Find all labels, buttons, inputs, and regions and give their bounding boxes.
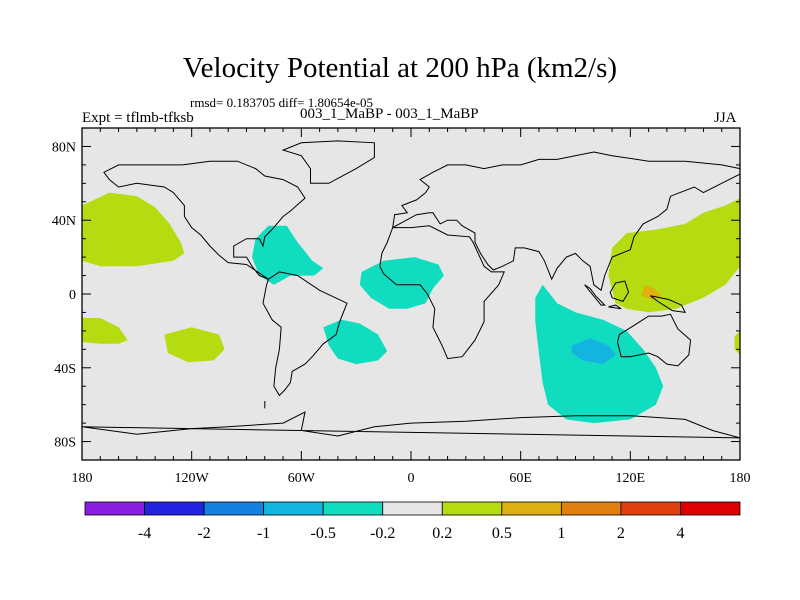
contour-region-tropical-atlantic-negative — [359, 257, 444, 309]
coastline-10 — [82, 411, 740, 439]
x-tick-label: 60W — [288, 471, 316, 486]
colorbar-label: 1 — [557, 525, 565, 542]
y-tick-label: 0 — [69, 288, 76, 303]
contour-region-north-pacific-positive — [82, 192, 185, 267]
experiment-label: Expt = tflmb-tfksb — [82, 110, 194, 126]
coastline-5 — [616, 313, 692, 367]
y-tick-label: 40S — [54, 362, 76, 377]
colorbar-swatch — [203, 501, 265, 516]
colorbar-label: -4 — [138, 525, 151, 542]
colorbar-label: 0.5 — [492, 525, 512, 542]
colorbar-label: 0.2 — [432, 525, 452, 542]
colorbar-label: -0.2 — [370, 525, 395, 542]
contour-region-west-pacific-core-positive — [641, 284, 662, 300]
coastline-0 — [103, 160, 306, 280]
coastline-4 — [392, 151, 740, 292]
colorbar-swatch — [322, 501, 384, 516]
y-tick-label: 80S — [54, 436, 76, 451]
coastline-3 — [379, 225, 505, 360]
contour-region-caribbean-negative — [252, 225, 324, 285]
colorbar-swatch — [560, 501, 622, 516]
coastline-9 — [650, 295, 687, 314]
colorbar-swatch — [144, 501, 205, 516]
colorbar-label: 2 — [617, 525, 625, 542]
coastline-1 — [262, 271, 348, 397]
coastline-2 — [281, 140, 375, 184]
colorbar-swatch — [263, 501, 324, 516]
x-tick-label: 60E — [509, 471, 532, 486]
y-tick-label: 80N — [52, 140, 76, 155]
x-tick-label: 180 — [72, 471, 93, 486]
contour-region-west-pacific-positive — [608, 198, 740, 313]
x-tick-label: 120W — [175, 471, 210, 486]
contour-region-indian-ocean-strong-negative — [571, 338, 616, 365]
case-label: 003_1_MaBP - 003_1_MaBP — [300, 106, 479, 122]
colorbar-label: -1 — [257, 525, 270, 542]
coastline-7 — [608, 304, 622, 310]
coastline-8 — [609, 280, 630, 303]
colorbar-swatch — [84, 501, 145, 516]
season-label: JJA — [714, 110, 737, 126]
colorbar-label: 4 — [676, 525, 684, 542]
x-tick-label: 180 — [730, 471, 751, 486]
colorbar-swatch — [680, 501, 741, 516]
plot-area — [82, 140, 740, 439]
colorbar-swatch — [620, 501, 681, 516]
coastline-6 — [584, 284, 606, 306]
colorbar-swatch — [382, 501, 443, 516]
contour-region-south-atlantic-negative — [323, 319, 388, 365]
x-tick-label: 120E — [616, 471, 646, 486]
colorbar-label: -2 — [197, 525, 210, 542]
colorbar-swatch — [501, 501, 562, 516]
chart-title: Velocity Potential at 200 hPa (km2/s) — [182, 52, 618, 84]
y-tick-label: 40N — [52, 214, 76, 229]
x-tick-label: 0 — [408, 471, 415, 486]
contour-region-south-pacific-positive — [164, 327, 225, 363]
stats-text: rmsd= 0.183705 diff= 1.80654e-05 — [190, 95, 374, 110]
colorbar-swatch — [441, 501, 503, 516]
colorbar-label: -0.5 — [311, 525, 336, 542]
contour-region-tropical-east-pacific-positive — [82, 318, 128, 344]
